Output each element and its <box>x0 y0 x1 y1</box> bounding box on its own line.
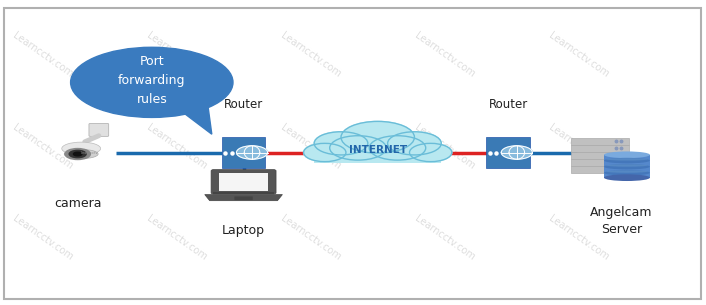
FancyBboxPatch shape <box>211 170 276 194</box>
FancyBboxPatch shape <box>571 145 629 152</box>
Polygon shape <box>184 108 212 134</box>
Text: camera: camera <box>54 197 102 210</box>
Text: Learncctv.com: Learncctv.com <box>413 122 477 171</box>
Text: Learncctv.com: Learncctv.com <box>279 30 342 79</box>
Circle shape <box>330 136 386 160</box>
Ellipse shape <box>64 149 98 159</box>
Text: Learncctv.com: Learncctv.com <box>413 30 477 79</box>
Circle shape <box>304 143 346 162</box>
Ellipse shape <box>606 164 647 167</box>
Ellipse shape <box>604 152 650 158</box>
Text: Angelcam
Server: Angelcam Server <box>590 206 652 236</box>
Circle shape <box>409 143 452 162</box>
Circle shape <box>73 152 82 156</box>
FancyBboxPatch shape <box>571 138 629 145</box>
Text: Learncctv.com: Learncctv.com <box>145 214 208 262</box>
Text: Laptop: Laptop <box>222 224 265 237</box>
Circle shape <box>237 146 268 159</box>
FancyBboxPatch shape <box>219 173 268 191</box>
FancyBboxPatch shape <box>234 196 253 200</box>
Ellipse shape <box>62 142 100 155</box>
Text: Learncctv.com: Learncctv.com <box>145 122 208 171</box>
Text: Learncctv.com: Learncctv.com <box>547 122 611 171</box>
Polygon shape <box>205 195 282 201</box>
Circle shape <box>388 132 441 155</box>
Text: Learncctv.com: Learncctv.com <box>145 30 208 79</box>
Text: INTERNET: INTERNET <box>349 145 407 155</box>
Ellipse shape <box>604 158 650 163</box>
Circle shape <box>369 136 426 160</box>
Text: Learncctv: Learncctv <box>81 151 98 155</box>
FancyBboxPatch shape <box>314 150 441 163</box>
FancyBboxPatch shape <box>89 124 109 136</box>
Text: Learncctv.com: Learncctv.com <box>413 214 477 262</box>
Ellipse shape <box>604 170 650 175</box>
FancyBboxPatch shape <box>571 152 629 159</box>
Text: Learncctv.com: Learncctv.com <box>279 122 342 171</box>
Text: Router: Router <box>224 98 263 111</box>
FancyBboxPatch shape <box>4 8 701 299</box>
FancyBboxPatch shape <box>604 155 650 178</box>
FancyBboxPatch shape <box>486 137 530 168</box>
Text: Learncctv.com: Learncctv.com <box>547 214 611 262</box>
Ellipse shape <box>606 170 647 173</box>
FancyBboxPatch shape <box>571 166 629 173</box>
Circle shape <box>341 121 414 153</box>
Circle shape <box>71 47 233 117</box>
Circle shape <box>65 149 90 160</box>
Ellipse shape <box>606 158 647 160</box>
Text: Learncctv.com: Learncctv.com <box>547 30 611 79</box>
Circle shape <box>314 132 368 155</box>
Ellipse shape <box>604 164 650 170</box>
Text: Learncctv.com: Learncctv.com <box>11 122 74 171</box>
Circle shape <box>69 150 86 158</box>
Text: Learncctv.com: Learncctv.com <box>279 214 342 262</box>
FancyBboxPatch shape <box>571 159 629 166</box>
Text: Port
forwarding
rules: Port forwarding rules <box>118 55 186 106</box>
Circle shape <box>501 146 532 159</box>
Ellipse shape <box>604 174 650 181</box>
Text: Learncctv.com: Learncctv.com <box>11 30 74 79</box>
Text: Learncctv.com: Learncctv.com <box>11 214 74 262</box>
FancyBboxPatch shape <box>222 137 265 168</box>
Text: Router: Router <box>489 98 528 111</box>
